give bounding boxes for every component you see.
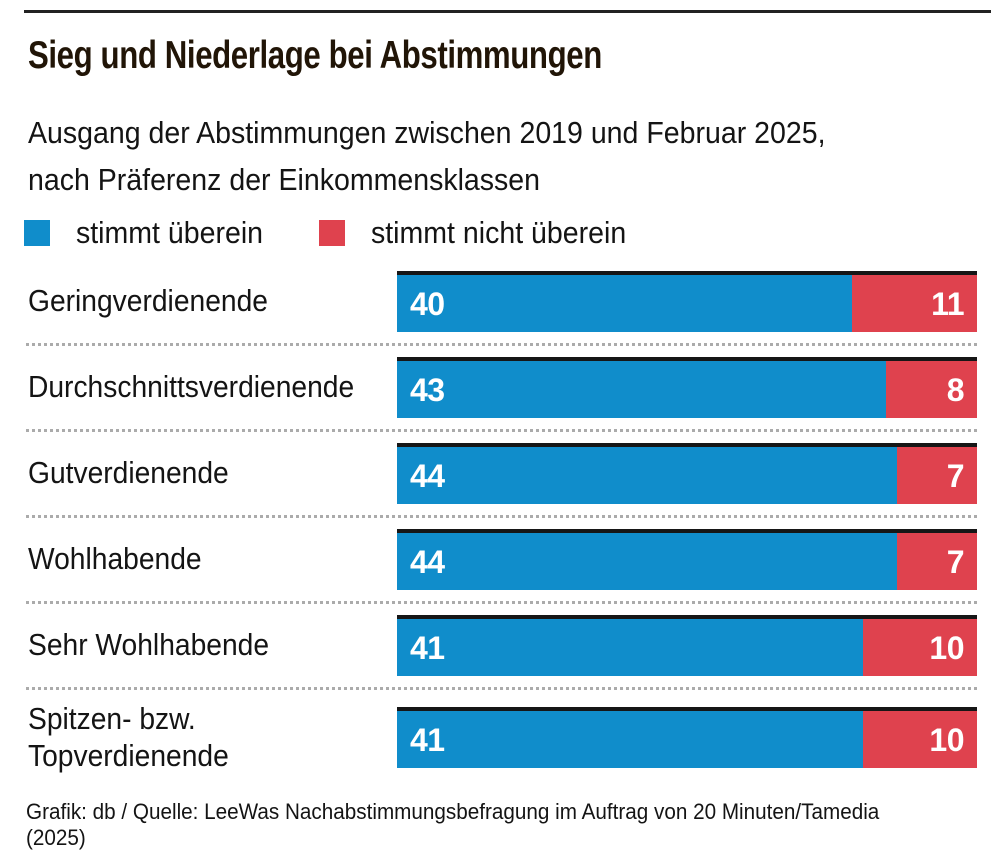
bar-segment-disagree: 8 [886, 361, 977, 418]
bar-segment-disagree: 7 [897, 447, 977, 504]
row-label: Geringverdienende [28, 283, 268, 319]
bar-segment-disagree: 7 [897, 533, 977, 590]
page-title-text: Sieg und Niederlage bei Abstimmungen [28, 34, 602, 77]
bar-value-agree: 44 [410, 457, 445, 494]
bar: 41 10 [397, 707, 977, 769]
row-separator [26, 601, 977, 604]
bar: 44 7 [397, 529, 977, 590]
footer-credit: Grafik: db / Quelle: LeeWas Nachabstimmu… [26, 799, 880, 851]
bar-value-agree: 40 [410, 285, 445, 322]
row-separator [26, 343, 977, 346]
legend-swatch-disagree [319, 220, 346, 246]
row-label: Durchschnittsverdienende [28, 369, 355, 405]
row-separator [26, 515, 977, 518]
bar-segment-disagree: 11 [851, 275, 977, 332]
chart-subtitle-text: Ausgang der Abstimmungen zwischen 2019 u… [28, 115, 826, 197]
row-label: Gutverdienende [28, 455, 229, 491]
bar-value-agree: 44 [410, 543, 445, 580]
bar: 40 11 [397, 271, 977, 332]
row-label: Spitzen- bzw. Topverdienende [28, 701, 229, 773]
bar: 43 8 [397, 357, 977, 418]
chart-row: Spitzen- bzw. Topverdienende 41 10 [0, 701, 977, 773]
chart-subtitle: Ausgang der Abstimmungen zwischen 2019 u… [28, 110, 895, 203]
bar-value-agree: 43 [410, 371, 445, 408]
top-rule [24, 10, 991, 13]
bar-segment-agree: 41 [397, 711, 864, 769]
bar-value-disagree: 10 [929, 721, 964, 758]
bar-segment-agree: 43 [397, 361, 887, 418]
row-separator [26, 687, 977, 690]
row-separator [26, 429, 977, 432]
bar-segment-disagree: 10 [863, 711, 977, 769]
bar-segment-agree: 44 [397, 533, 898, 590]
legend-item-agree: stimmt überein [24, 215, 279, 251]
bar-value-disagree: 10 [929, 629, 964, 666]
row-label: Sehr Wohlhabende [28, 627, 270, 663]
legend: stimmt überein stimmt nicht überein [24, 215, 649, 251]
bar-value-disagree: 8 [946, 371, 965, 408]
bar-segment-agree: 44 [397, 447, 898, 504]
bar-segment-disagree: 10 [863, 619, 977, 676]
bar-segment-agree: 41 [397, 619, 864, 676]
chart-row: Gutverdienende 44 7 [0, 443, 977, 504]
bar-value-agree: 41 [410, 629, 445, 666]
bar-value-agree: 41 [410, 721, 445, 758]
legend-item-disagree: stimmt nicht überein [319, 215, 648, 251]
bar-chart: Geringverdienende 40 11 Durchschnittsver… [0, 271, 977, 773]
bar: 41 10 [397, 615, 977, 676]
bar-value-disagree: 7 [946, 543, 965, 580]
chart-row: Geringverdienende 40 11 [0, 271, 977, 332]
chart-row: Sehr Wohlhabende 41 10 [0, 615, 977, 676]
chart-row: Durchschnittsverdienende 43 8 [0, 357, 977, 418]
bar-segment-agree: 40 [397, 275, 852, 332]
legend-label-agree: stimmt überein [76, 215, 264, 250]
page-title: Sieg und Niederlage bei Abstimmungen [28, 34, 745, 77]
bar-value-disagree: 7 [946, 457, 965, 494]
legend-label-disagree: stimmt nicht überein [371, 215, 627, 250]
chart-row: Wohlhabende 44 7 [0, 529, 977, 590]
bar-value-disagree: 11 [931, 285, 964, 322]
row-label: Wohlhabende [28, 541, 202, 577]
bar: 44 7 [397, 443, 977, 504]
legend-swatch-agree [24, 220, 50, 246]
